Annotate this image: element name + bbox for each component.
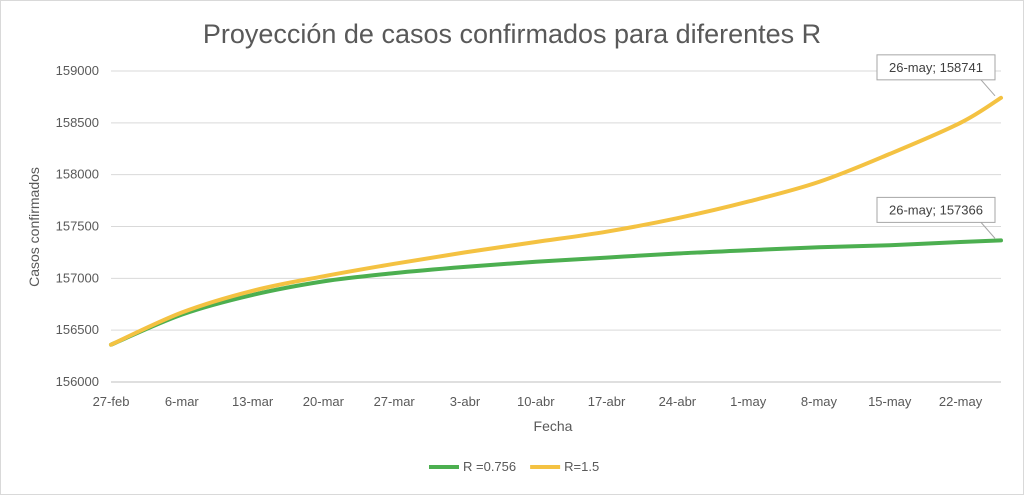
x-tick-label: 22-may [939,394,983,409]
gridlines [111,70,1001,331]
legend: R =0.756 R=1.5 [429,459,599,474]
callout-leader [980,222,996,239]
x-tick-label: 24-abr [659,394,697,409]
chart-title: Proyección de casos confirmados para dif… [203,19,821,49]
x-tick-label: 17-abr [588,394,626,409]
x-axis-label: Fecha [534,418,573,434]
x-tick-label: 8-may [801,394,838,409]
y-tick-label: 156500 [56,322,99,337]
x-tick-label: 15-may [868,394,912,409]
series-line-2 [109,95,1003,347]
y-tick-label: 157500 [56,219,99,234]
y-tick-label: 156000 [56,374,99,389]
series-line-1 [109,238,1003,347]
legend-label-2: R=1.5 [564,459,599,474]
callout-box [876,196,996,223]
x-tick-label: 27-feb [93,394,130,409]
legend-label-1: R =0.756 [463,459,516,474]
callout-label: 26-may; 157366 [889,202,983,217]
y-tick-label: 157000 [56,270,99,285]
x-tick-label: 10-abr [517,394,555,409]
callout-box [876,54,996,81]
callout-label: 26-may; 158741 [889,60,983,75]
x-tick-label: 27-mar [374,394,416,409]
x-tick-label: 6-mar [165,394,200,409]
x-tick-label: 13-mar [232,394,274,409]
y-axis-label: Casos confirmados [26,167,42,287]
y-tick-label: 158500 [56,115,99,130]
y-tick-label: 158000 [56,167,99,182]
callout-leader [980,79,996,97]
x-tick-label: 1-may [730,394,767,409]
data-callouts: 26-may; 158741 26-may; 157366 [876,54,996,239]
x-tick-label: 20-mar [303,394,345,409]
y-tick-label: 159000 [56,63,99,78]
axes: 156000 156500 157000 157500 158000 158500 1590… [56,63,1001,409]
series-lines [109,95,1003,347]
x-tick-label: 3-abr [450,394,481,409]
